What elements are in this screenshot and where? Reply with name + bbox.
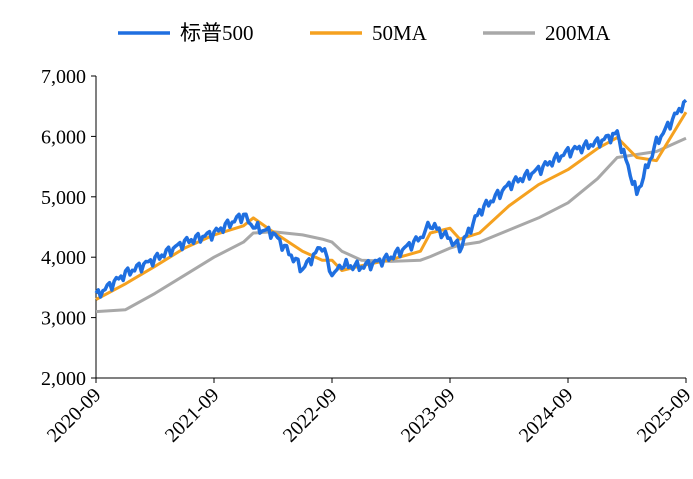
legend-label-sp500: 标普500 (180, 21, 254, 45)
series-line-200ma (95, 136, 687, 314)
y-tick-label: 5,000 (41, 187, 86, 209)
y-tick-label: 2,000 (41, 368, 86, 390)
y-tick-label: 7,000 (41, 66, 86, 88)
y-axis-ticks: 2,000 3,000 4,000 5,000 6,000 7,000 (41, 66, 96, 390)
y-tick-label: 3,000 (41, 308, 86, 330)
y-tick-label: 6,000 (41, 126, 86, 148)
legend-label-200ma: 200MA (545, 21, 611, 45)
x-tick-label: 2024-09 (515, 384, 578, 447)
series-line-sp500 (94, 98, 688, 299)
legend: 标普500 50MA 200MA (118, 21, 611, 45)
plot-area (94, 98, 688, 314)
y-tick-label: 4,000 (41, 247, 86, 269)
legend-label-50ma: 50MA (372, 21, 428, 45)
x-tick-label: 2021-09 (161, 384, 224, 447)
x-tick-label: 2020-09 (43, 384, 106, 447)
x-tick-label: 2022-09 (279, 384, 342, 447)
x-tick-label: 2025-09 (633, 384, 693, 447)
x-tick-label: 2023-09 (397, 384, 460, 447)
x-axis-ticks: 2020-09 2021-09 2022-09 2023-09 2024-09 2025-… (43, 378, 693, 447)
